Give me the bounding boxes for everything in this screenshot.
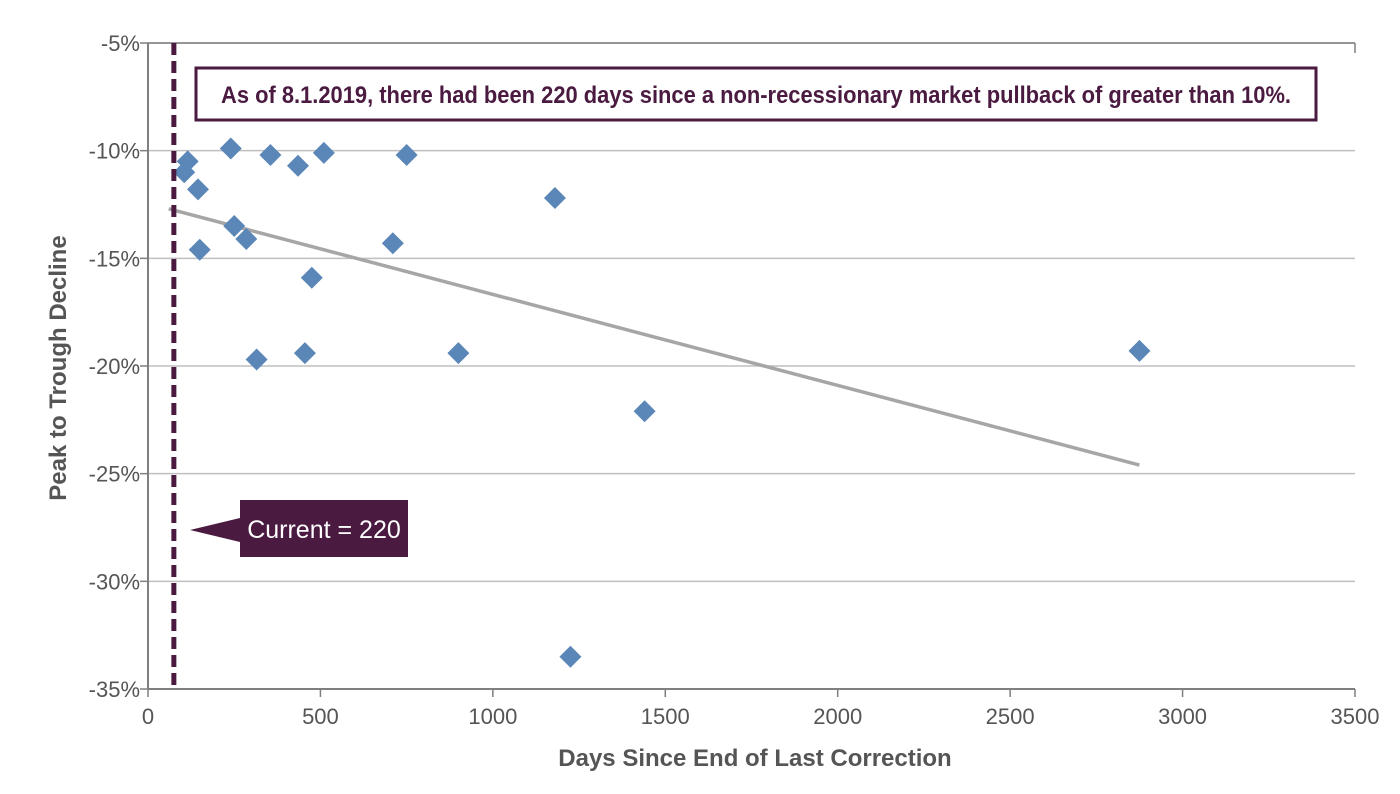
data-point	[1128, 339, 1151, 362]
callout-border	[194, 66, 1318, 122]
y-tick-labels: -5% -10% -15% -20% -25% -30% -35%	[89, 31, 140, 702]
data-point	[187, 178, 210, 201]
axes	[140, 42, 1356, 697]
x-tick-label: 1000	[468, 704, 517, 729]
current-label: Current = 220	[190, 500, 408, 557]
x-tick-label: 2000	[813, 704, 862, 729]
data-point	[293, 342, 316, 365]
x-tick-label: 1500	[641, 704, 690, 729]
y-tick-label: -5%	[101, 31, 140, 56]
data-point	[395, 143, 418, 166]
current-label-box	[240, 500, 408, 557]
y-axis-title: Peak to Trough Decline	[45, 235, 72, 500]
data-point	[312, 141, 335, 164]
current-label-text: Current = 220	[247, 516, 401, 544]
x-tick-label: 2500	[986, 704, 1035, 729]
data-point	[559, 645, 582, 668]
data-points	[173, 137, 1151, 668]
callout-text: As of 8.1.2019, there had been 220 days …	[221, 82, 1291, 109]
trendline	[168, 207, 1140, 467]
y-tick-label: -15%	[89, 246, 140, 271]
y-tick-label: -35%	[89, 677, 140, 702]
data-point	[223, 215, 246, 238]
y-tick-label: -25%	[89, 462, 140, 487]
y-tick-label: -10%	[89, 139, 140, 164]
data-point	[633, 400, 656, 423]
trendline-group	[168, 207, 1140, 467]
x-tick-label: 3500	[1331, 704, 1380, 729]
x-axis-title: Days Since End of Last Correction	[558, 745, 951, 772]
data-point	[543, 187, 566, 210]
y-tick-label: -20%	[89, 354, 140, 379]
data-point	[245, 348, 268, 371]
x-tick-label: 0	[142, 704, 154, 729]
data-point	[173, 161, 196, 184]
data-point	[447, 342, 470, 365]
data-point	[235, 227, 258, 250]
data-point	[381, 232, 404, 255]
data-point	[188, 238, 211, 261]
data-point	[300, 266, 323, 289]
x-tick-label: 500	[302, 704, 339, 729]
y-tick-label: -30%	[89, 569, 140, 594]
current-label-pointer	[190, 518, 240, 542]
data-point	[259, 143, 282, 166]
callout-box: As of 8.1.2019, there had been 220 days …	[194, 66, 1318, 122]
x-tick-labels: 0 500 1000 1500 2000 2500 3000 3500	[142, 704, 1380, 729]
data-point	[219, 137, 242, 160]
x-tick-label: 3000	[1158, 704, 1207, 729]
data-point	[287, 154, 310, 177]
